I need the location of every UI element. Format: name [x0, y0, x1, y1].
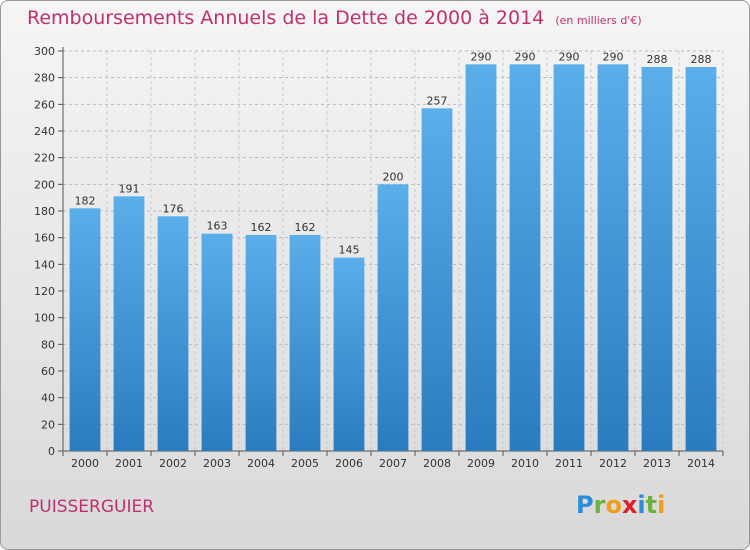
bar-2006: [333, 257, 365, 451]
data-labels: 182 191 176 163 162 162 145 200 257 290 290 290 290 2…: [75, 50, 712, 256]
y-tick-label-0: 0: [48, 445, 55, 458]
chart-unit-label: (en milliers d'€): [555, 14, 642, 27]
bar-2014: [685, 67, 717, 451]
data-label-2013: 288: [647, 53, 668, 66]
bar-2004: [245, 235, 277, 451]
y-tick-label-300: 300: [34, 45, 55, 58]
x-tick-label-2007: 2007: [379, 457, 407, 470]
y-tick-label-60: 60: [41, 365, 55, 378]
bar-2007: [377, 184, 409, 452]
y-tick-label-240: 240: [34, 125, 55, 138]
x-tick-label-2006: 2006: [335, 457, 363, 470]
data-label-2014: 288: [691, 53, 712, 66]
bar-2008: [421, 108, 453, 451]
x-tick-label-2013: 2013: [643, 457, 671, 470]
x-tick-label-2012: 2012: [599, 457, 627, 470]
bar-2001: [113, 196, 145, 451]
y-tick-label-160: 160: [34, 232, 55, 245]
x-tick-label-2002: 2002: [159, 457, 187, 470]
data-label-2006: 145: [339, 244, 360, 257]
y-tick-label-40: 40: [41, 392, 55, 405]
y-tick-label-20: 20: [41, 418, 55, 431]
x-tick-label-2001: 2001: [115, 457, 143, 470]
y-tick-label-100: 100: [34, 312, 55, 325]
x-tick-label-2014: 2014: [687, 457, 715, 470]
bars: [69, 64, 717, 452]
data-label-2002: 176: [163, 202, 184, 215]
bar-2009: [465, 64, 497, 452]
data-label-2004: 162: [251, 221, 272, 234]
data-label-2000: 182: [75, 194, 96, 207]
y-tick-label-80: 80: [41, 338, 55, 351]
bar-2013: [641, 67, 673, 451]
commune-name: PUISSERGUIER: [29, 497, 155, 517]
data-label-2010: 290: [515, 50, 536, 63]
y-tick-label-120: 120: [34, 285, 55, 298]
x-tick-label-2003: 2003: [203, 457, 231, 470]
bar-2010: [509, 64, 541, 452]
x-tick-label-2010: 2010: [511, 457, 539, 470]
bar-2003: [201, 233, 233, 451]
y-tick-label-280: 280: [34, 72, 55, 85]
data-label-2001: 191: [119, 182, 140, 195]
y-tick-label-220: 220: [34, 152, 55, 165]
data-label-2011: 290: [559, 50, 580, 63]
bar-2002: [157, 216, 189, 451]
x-tick-label-2005: 2005: [291, 457, 319, 470]
data-label-2003: 163: [207, 220, 228, 233]
y-tick-label-180: 180: [34, 205, 55, 218]
bar-2005: [289, 235, 321, 451]
bar-2011: [553, 64, 585, 452]
chart-title: Remboursements Annuels de la Dette de 20…: [27, 7, 642, 29]
bar-2000: [69, 208, 101, 451]
data-label-2009: 290: [471, 50, 492, 63]
data-label-2007: 200: [383, 170, 404, 183]
bar-2012: [597, 64, 629, 452]
y-tick-label-260: 260: [34, 98, 55, 111]
y-tick-label-200: 200: [34, 178, 55, 191]
x-tick-label-2004: 2004: [247, 457, 275, 470]
x-tick-label-2008: 2008: [423, 457, 451, 470]
x-tick-label-2011: 2011: [555, 457, 583, 470]
data-label-2008: 257: [427, 94, 448, 107]
y-tick-label-140: 140: [34, 258, 55, 271]
data-label-2012: 290: [603, 50, 624, 63]
data-label-2005: 162: [295, 221, 316, 234]
x-tick-label-2009: 2009: [467, 457, 495, 470]
chart-title-text: Remboursements Annuels de la Dette de 20…: [27, 7, 545, 29]
proxiti-logo: Proxiti: [576, 491, 666, 519]
x-tick-label-2000: 2000: [71, 457, 99, 470]
